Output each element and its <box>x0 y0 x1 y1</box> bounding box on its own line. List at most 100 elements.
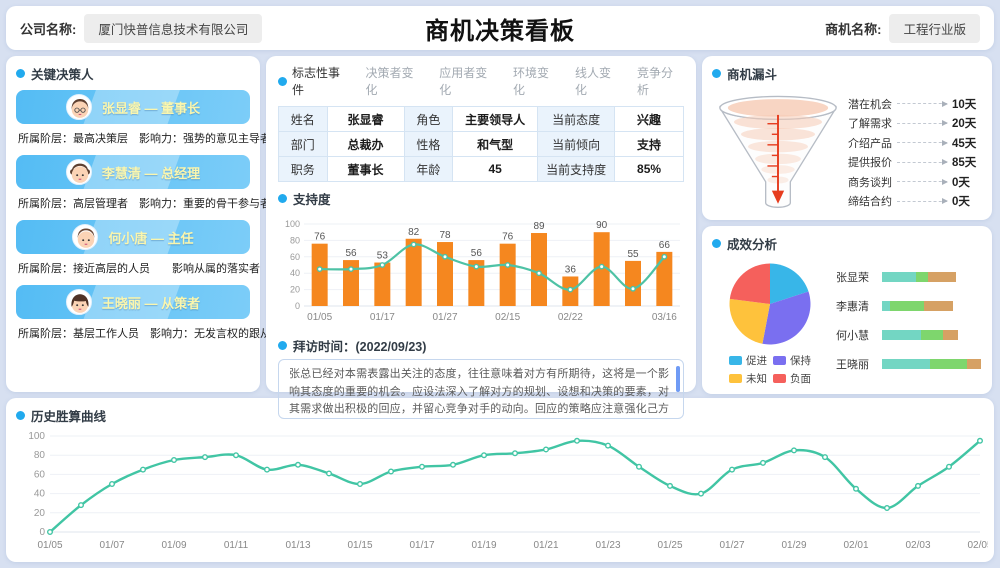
svg-text:01/13: 01/13 <box>285 540 310 551</box>
tab-competition-analysis[interactable]: 竞争分析 <box>637 66 674 97</box>
svg-text:01/19: 01/19 <box>471 540 496 551</box>
bar-segment <box>928 271 956 282</box>
tab-decision-maker-change[interactable]: 决策者变化 <box>365 66 414 97</box>
bar-segment <box>882 271 916 282</box>
person-card: 李慧清 — 总经理 所属阶层：高层管理者 影响力：重要的骨干参与者 <box>16 155 271 211</box>
company-name-field[interactable]: 厦门快普信息技术有限公司 <box>84 13 263 43</box>
cell-label: 角色 <box>403 106 454 132</box>
person-name: 王晓丽 <box>101 295 141 311</box>
legend-item[interactable]: 保持 <box>773 353 811 368</box>
svg-text:89: 89 <box>533 221 545 232</box>
stacked-bar-row: 何小慧 <box>836 320 982 349</box>
svg-text:02/03: 02/03 <box>905 540 930 551</box>
tab-landmark-events[interactable]: 标志性事件 <box>278 64 350 98</box>
company-group: 公司名称: 厦门快普信息技术有限公司 <box>20 13 425 43</box>
dash: — <box>144 295 158 311</box>
support-bar-chart: 0 20 40 60 80 100 76 56 53 82 78 56 76 89 36 90 55 66 01/0… <box>285 219 680 323</box>
cell-value: 和气型 <box>452 131 539 157</box>
visit-note-box: 张总已经对本需表露出关注的态度，往往意味着对方有所期待，这将是一个影响其态度的重… <box>278 359 684 419</box>
svg-text:01/07: 01/07 <box>99 540 124 551</box>
opportunity-group: 商机名称: 工程行业版 <box>575 13 980 43</box>
cell-value: 张显睿 <box>326 106 405 132</box>
cell-value: 45 <box>452 156 539 182</box>
legend-item[interactable]: 负面 <box>773 371 811 386</box>
stacked-bar <box>882 329 982 340</box>
person-name: 何小唐 <box>108 230 148 246</box>
bar-segment <box>924 300 953 311</box>
bar-segment <box>916 271 928 282</box>
svg-text:02/01: 02/01 <box>843 540 868 551</box>
svg-text:01/17: 01/17 <box>409 540 434 551</box>
svg-text:53: 53 <box>377 251 389 262</box>
header-bar: 公司名称: 厦门快普信息技术有限公司 商机决策看板 商机名称: 工程行业版 <box>6 6 994 50</box>
arrow-connector-icon <box>897 100 948 107</box>
person-banner[interactable]: 张显睿 — 董事长 <box>16 90 250 124</box>
svg-text:100: 100 <box>28 431 45 442</box>
person-banner[interactable]: 李慧清 — 总经理 <box>16 155 250 189</box>
svg-text:01/27: 01/27 <box>432 312 457 323</box>
tab-user-change[interactable]: 应用者变化 <box>439 66 488 97</box>
svg-text:01/21: 01/21 <box>533 540 558 551</box>
svg-text:90: 90 <box>596 220 608 231</box>
svg-text:66: 66 <box>659 240 671 251</box>
cell-value: 主要领导人 <box>452 106 539 132</box>
person-name: 张显睿 <box>101 100 141 116</box>
person-card: 何小唐 — 主任 所属阶层：接近高层的人员 影响从属的落实者 <box>16 220 260 276</box>
svg-text:56: 56 <box>345 248 357 259</box>
stacked-bar-row: 王晓丽 <box>836 349 982 378</box>
legend-item[interactable]: 未知 <box>729 371 767 386</box>
table-row: 部门 总裁办 性格 和气型 当前倾向 支持 <box>278 131 684 157</box>
svg-text:02/15: 02/15 <box>495 312 520 323</box>
funnel-stage: 提供报价 85天 <box>848 157 977 170</box>
detail-panel: 标志性事件 决策者变化 应用者变化 环境变化 线人变化 竞争分析 姓名 张显睿 … <box>266 56 696 419</box>
active-tab-dot-icon <box>278 76 287 86</box>
person-banner[interactable]: 王晓丽 — 从策者 <box>16 285 250 319</box>
svg-text:82: 82 <box>408 227 420 238</box>
arrow-connector-icon <box>897 120 948 127</box>
tab-informant-change[interactable]: 线人变化 <box>574 66 611 97</box>
scrollbar[interactable] <box>676 366 680 392</box>
bar-segment <box>882 329 921 340</box>
person-info: 所属阶层：基层工作人员 影响力：无发言权的跟从者 <box>18 328 282 340</box>
svg-text:01/15: 01/15 <box>347 540 372 551</box>
section-dot-icon <box>712 69 721 78</box>
cell-value: 85% <box>614 156 684 182</box>
person-banner[interactable]: 何小唐 — 主任 <box>16 220 250 254</box>
svg-text:01/29: 01/29 <box>781 540 806 551</box>
effect-panel: 成效分析 促进 保持 未知 负面 张显荣 李惠清 <box>702 226 992 394</box>
svg-text:0: 0 <box>39 527 45 538</box>
table-row: 职务 董事长 年龄 45 当前支持度 85% <box>278 156 684 182</box>
svg-text:01/05: 01/05 <box>37 540 62 551</box>
person-role: 总经理 <box>161 165 201 181</box>
effect-pie-chart <box>729 263 811 345</box>
bar-segment <box>921 329 943 340</box>
dash: — <box>151 230 164 246</box>
bar-segment <box>882 358 930 369</box>
legend-swatch <box>729 356 742 365</box>
decision-makers-panel: 关键决策人 张显睿 — 董事长 所属阶层：最高决策层 影响力：强势的意见主导者 … <box>6 56 282 392</box>
svg-text:01/17: 01/17 <box>370 312 395 323</box>
svg-text:56: 56 <box>471 248 483 259</box>
cell-value: 董事长 <box>326 156 405 182</box>
cell-label: 年龄 <box>403 156 454 182</box>
svg-text:20: 20 <box>290 285 300 295</box>
svg-text:01/11: 01/11 <box>224 540 249 551</box>
legend-item[interactable]: 促进 <box>729 353 767 368</box>
svg-text:36: 36 <box>565 264 577 275</box>
funnel-stage: 潜在机会 10天 <box>848 98 977 111</box>
svg-text:80: 80 <box>290 235 300 245</box>
svg-text:20: 20 <box>34 508 46 519</box>
svg-text:80: 80 <box>34 450 46 461</box>
opportunity-name-field[interactable]: 工程行业版 <box>889 13 980 43</box>
pie-legend: 促进 保持 未知 负面 <box>729 353 811 386</box>
cell-value: 支持 <box>614 131 684 157</box>
svg-text:01/25: 01/25 <box>657 540 682 551</box>
person-card: 张显睿 — 董事长 所属阶层：最高决策层 影响力：强势的意见主导者 <box>16 90 271 146</box>
bar-segment <box>930 358 967 369</box>
cell-label: 姓名 <box>278 106 328 132</box>
funnel-stage: 了解需求 20天 <box>848 118 977 131</box>
section-dot-icon <box>16 411 25 420</box>
tab-environment-change[interactable]: 环境变化 <box>512 66 549 97</box>
history-title: 历史胜算曲线 <box>16 406 984 425</box>
